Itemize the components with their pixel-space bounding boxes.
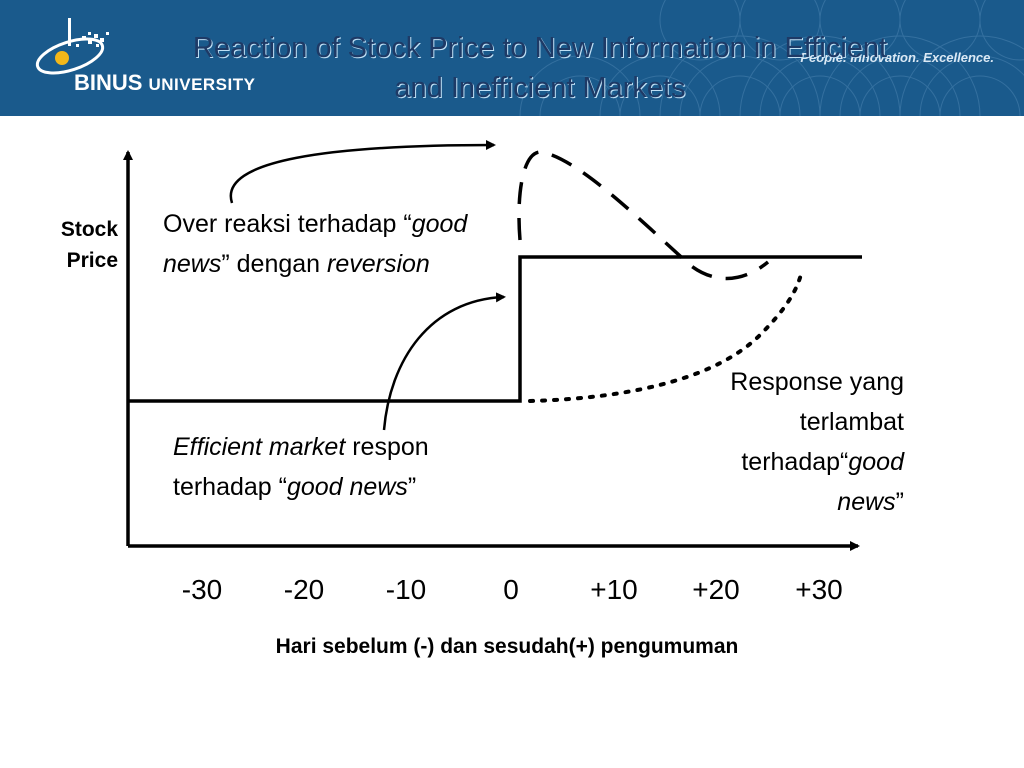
x-tick-labels: -30 -20 -10 0 +10 +20 +30 <box>0 570 1024 614</box>
overreaction-text2: ” dengan <box>221 250 328 278</box>
x-tick-label: -30 <box>181 574 223 605</box>
logo-secondary-text: UNIVERSITY <box>148 75 256 94</box>
logo-wordmark: BINUS UNIVERSITY <box>74 70 255 96</box>
efficient-market-annotation: Efficient market respon terhadap “good n… <box>173 427 493 507</box>
efficient-italic2: good news <box>286 473 408 501</box>
x-tick-label: +10 <box>590 574 638 605</box>
x-tick-label: +20 <box>692 574 740 605</box>
y-axis-label-line1: Stock <box>60 218 118 241</box>
x-tick-label: -20 <box>283 574 325 605</box>
overreaction-pointer-arrow <box>229 140 496 204</box>
efficient-pointer-arrow <box>382 292 506 431</box>
logo-primary-text: BINUS <box>74 70 143 95</box>
slide-title: Reaction of Stock Price to New Informati… <box>120 28 960 108</box>
efficient-market-line <box>128 255 862 403</box>
overreaction-italic2: reversion <box>327 250 430 278</box>
overreaction-curve <box>517 150 770 281</box>
delayed-response-curve <box>528 268 804 403</box>
binus-orbit-logo-icon <box>35 18 109 75</box>
y-axis-label-line2: Price <box>66 249 118 272</box>
tagline: People. Innovation. Excellence. <box>800 50 994 65</box>
y-axis-label: Stock Price <box>30 214 118 276</box>
x-tick-label: -10 <box>385 574 427 605</box>
slide-title-line1: Reaction of Stock Price to New Informati… <box>192 32 888 64</box>
overreaction-text1: Over reaksi terhadap “ <box>163 210 412 238</box>
x-axis-label: Hari sebelum (-) dan sesudah(+) pengumum… <box>275 635 739 658</box>
delayed-response-annotation: Response yang terlambat terhadap“good ne… <box>690 362 904 522</box>
efficient-text1: respon terhadap “ <box>173 433 429 501</box>
efficient-italic1: Efficient market <box>173 433 346 461</box>
slide-title-line2: and Inefficient Markets <box>394 72 686 104</box>
header-wave-pattern <box>519 0 1024 116</box>
efficient-text2: ” <box>407 473 417 501</box>
overreaction-italic1: good news <box>163 210 468 278</box>
x-tick-label: 0 <box>503 574 519 605</box>
delayed-italic1: good news <box>837 448 904 516</box>
delayed-text2: ” <box>895 488 904 516</box>
delayed-text1: Response yang terlambat terhadap“ <box>730 368 904 476</box>
header-banner: BINUS UNIVERSITY People. Innovation. Exce… <box>0 0 1024 116</box>
x-tick-label: +30 <box>795 574 843 605</box>
overreaction-annotation: Over reaksi terhadap “good news” dengan … <box>163 204 523 284</box>
